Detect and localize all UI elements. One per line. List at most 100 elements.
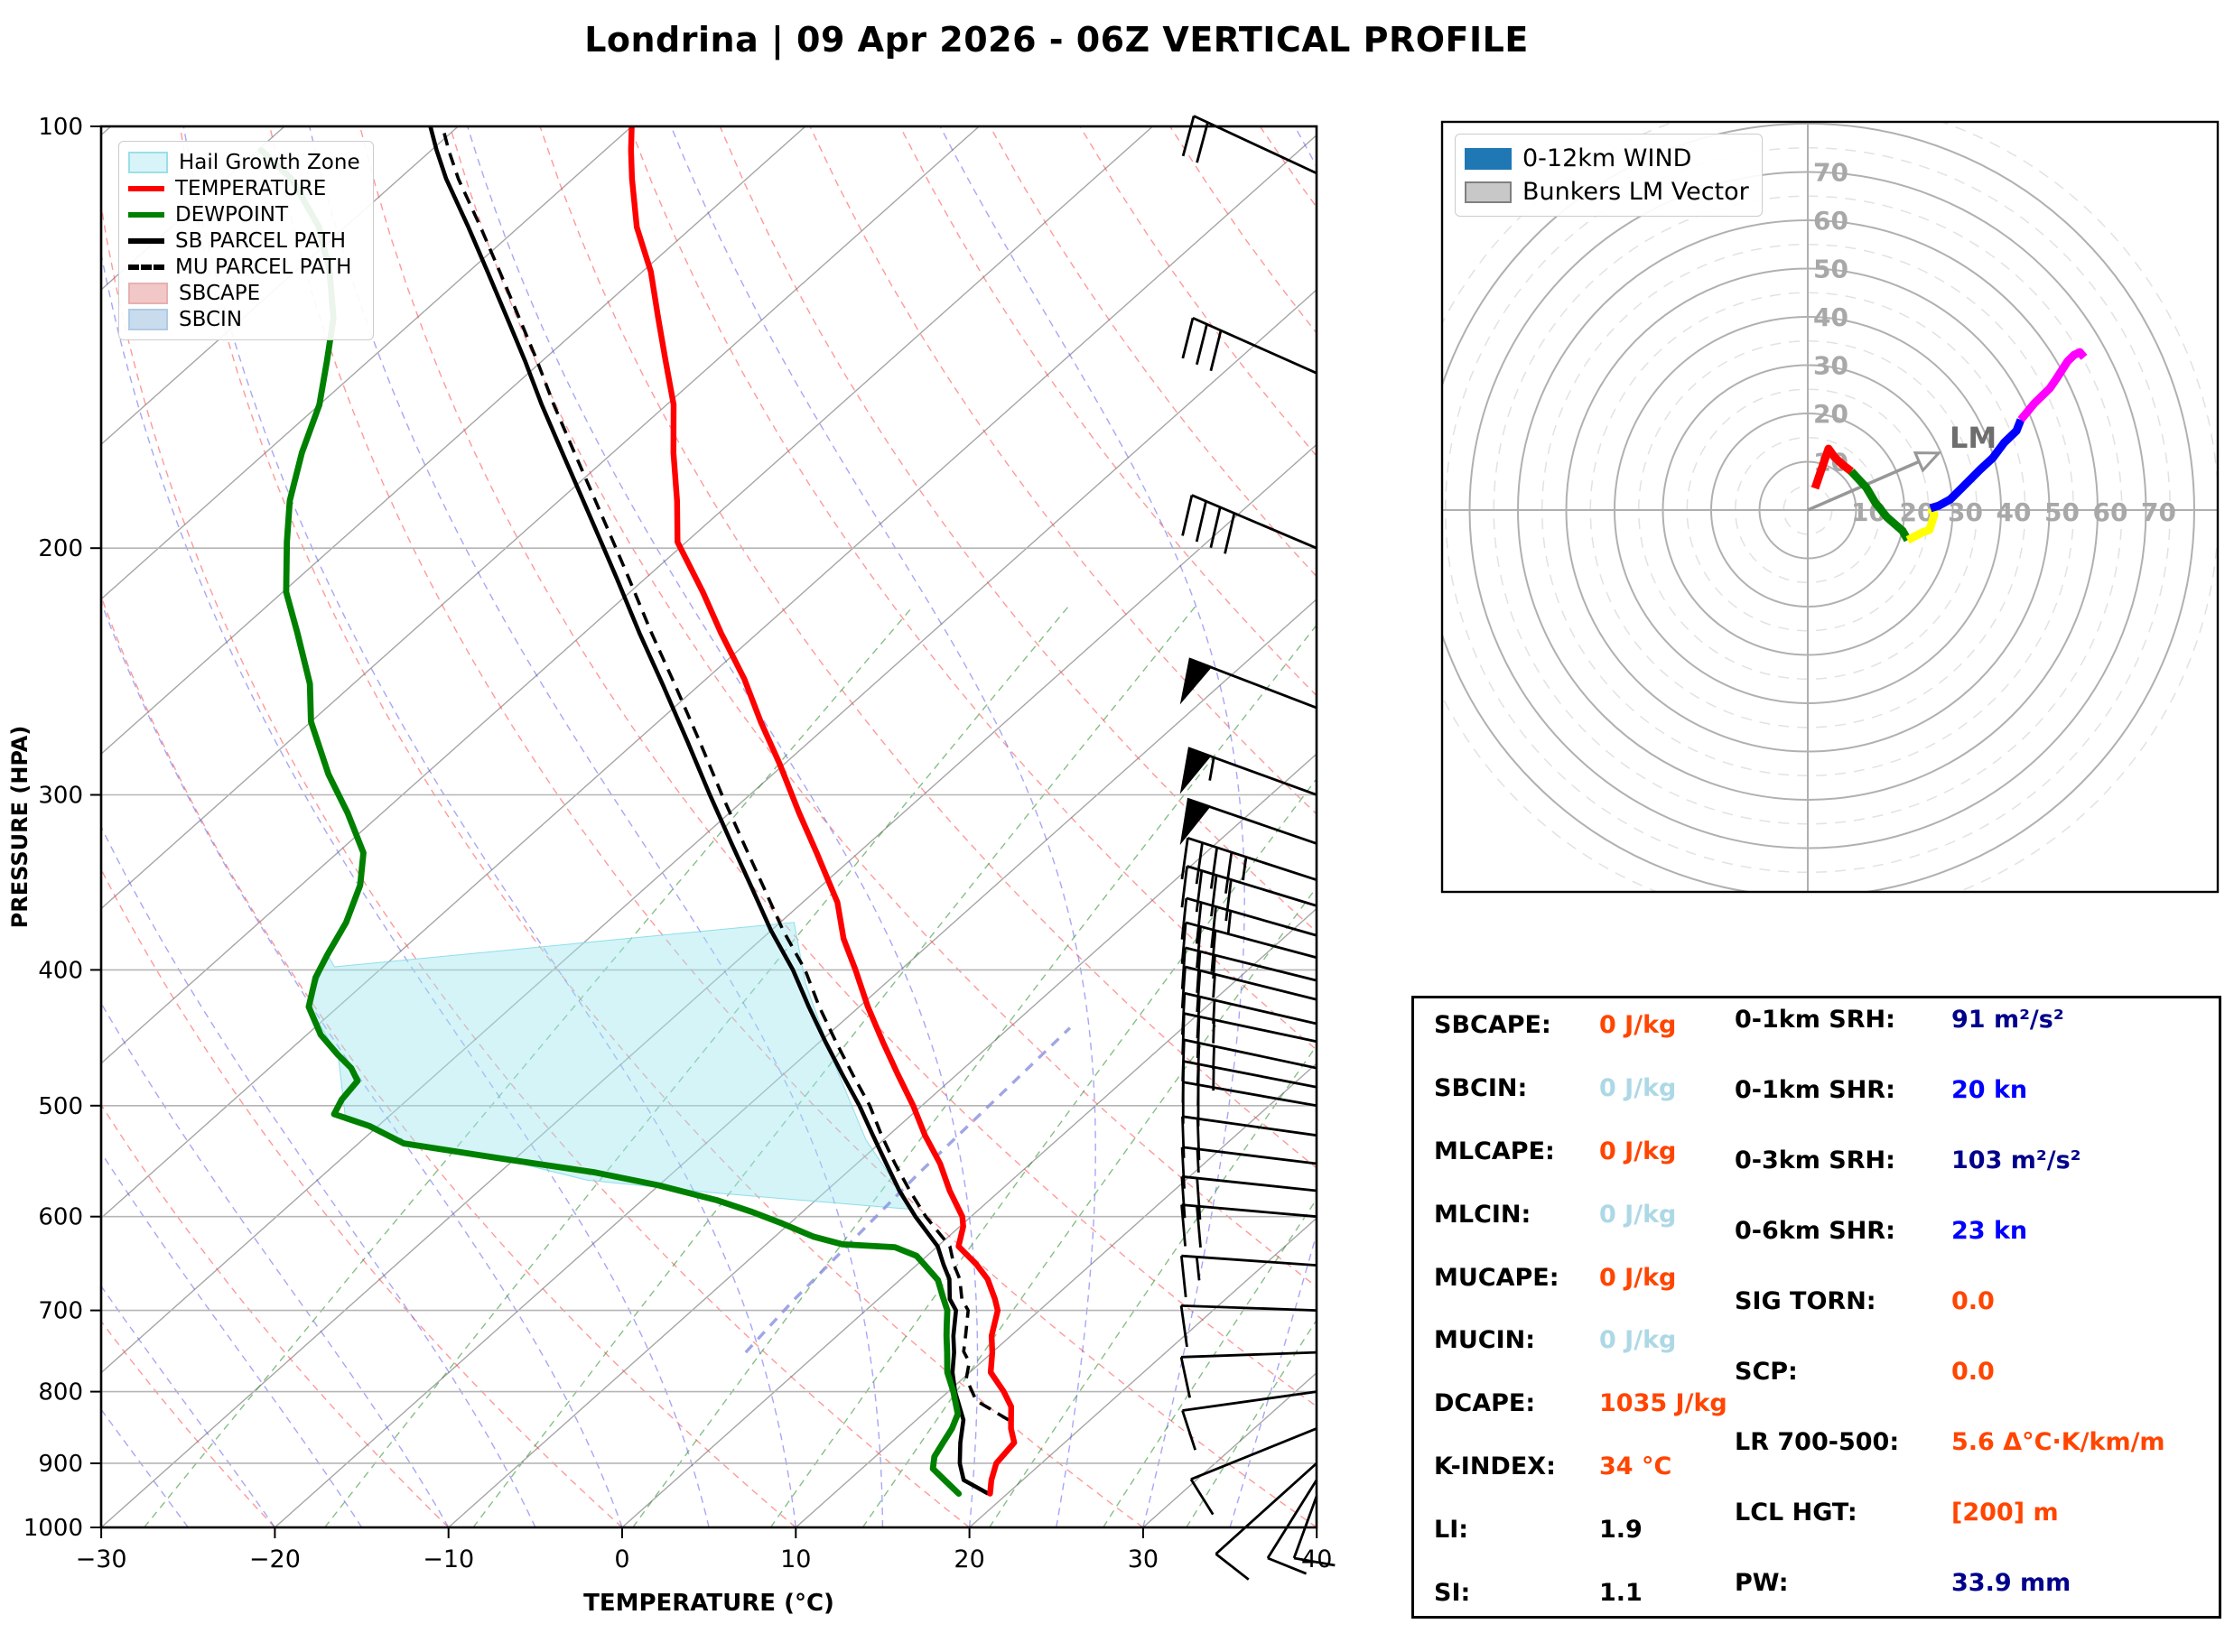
stat-row-mlcape: MLCAPE: 0 J/kg — [1434, 1137, 1822, 1165]
lm-label: LM — [1950, 421, 1997, 455]
stat-row-sbcin: SBCIN: 0 J/kg — [1434, 1074, 1822, 1102]
wind-barb — [1215, 1462, 1317, 1581]
svg-text:60: 60 — [1813, 206, 1848, 236]
stats-column-left: SBCAPE: 0 J/kg SBCIN: 0 J/kg MLCAPE: 0 J/kg ML… — [1434, 1011, 1822, 1607]
wind-barb — [1179, 1304, 1317, 1348]
bunkers-lm-vector-swatch-icon — [1465, 181, 1512, 203]
wind-barb — [1180, 921, 1317, 972]
stat-row-mucin: MUCIN: 0 J/kg — [1434, 1326, 1822, 1354]
stat-label: 0-1km SHR: — [1735, 1076, 1895, 1104]
stat-label: 0-6km SHR: — [1735, 1217, 1895, 1245]
stat-row-li: LI: 1.9 — [1434, 1516, 1822, 1544]
wind-barb — [1180, 965, 1317, 1013]
stat-row-scp: SCP: 0.0 — [1735, 1358, 2213, 1386]
stat-value: 91 m²/s² — [1951, 1006, 2064, 1034]
stat-row-sig-torn: SIG TORN: 0.0 — [1735, 1287, 2213, 1315]
legend-label: 0-12km WIND — [1522, 144, 1692, 172]
stat-row-0-3km-srh: 0-3km SRH: 103 m²/s² — [1735, 1146, 2213, 1174]
svg-text:500: 500 — [38, 1093, 83, 1120]
sb-parcel-path-swatch-icon — [128, 237, 164, 244]
svg-text:−10: −10 — [423, 1545, 474, 1573]
stat-row-dcape: DCAPE: 1035 J/kg — [1434, 1389, 1822, 1417]
stat-value: 1.1 — [1599, 1578, 1643, 1607]
legend-label: DEWPOINT — [175, 202, 288, 227]
wind-barb — [1180, 946, 1317, 993]
wind-barb — [1181, 1060, 1317, 1106]
svg-text:300: 300 — [38, 782, 83, 809]
hodograph-legend: 0-12km WIND Bunkers LM Vector — [1455, 134, 1763, 217]
wind-barb — [1180, 1203, 1317, 1248]
stat-label: SBCIN: — [1434, 1073, 1528, 1102]
wind-barb — [1266, 1479, 1318, 1575]
stat-row-lr-700-500: LR 700-500: 5.6 Δ°C·K/km/m — [1735, 1428, 2213, 1456]
skewt-legend-item-0: Hail Growth Zone — [128, 149, 360, 175]
svg-text:70: 70 — [1813, 158, 1848, 188]
svg-text:40: 40 — [1997, 497, 2032, 527]
wind-barb — [1179, 747, 1317, 796]
wind-barb — [1179, 1254, 1317, 1298]
wind-barb — [1181, 115, 1317, 175]
stat-value: [200] m — [1951, 1499, 2059, 1527]
svg-text:60: 60 — [2093, 497, 2128, 527]
legend-label: MU PARCEL PATH — [175, 255, 352, 279]
stat-label: PW: — [1735, 1569, 1789, 1597]
sbcape-swatch-icon — [128, 282, 168, 304]
wind-barb — [1180, 1174, 1317, 1220]
stat-label: MUCIN: — [1434, 1326, 1536, 1355]
skewt-legend-item-3: SB PARCEL PATH — [128, 227, 360, 254]
wind-barb — [1179, 1350, 1317, 1398]
wind-barb — [1189, 1427, 1317, 1516]
wind-barb — [1179, 797, 1317, 846]
hodograph-trace-0-1km — [1810, 444, 1854, 490]
stat-value: 0.0 — [1951, 1358, 1995, 1386]
stat-row-sbcape: SBCAPE: 0 J/kg — [1434, 1011, 1822, 1039]
stat-value: 0 J/kg — [1599, 1073, 1677, 1102]
svg-text:100: 100 — [38, 114, 83, 141]
svg-text:900: 900 — [38, 1451, 83, 1478]
stat-label: LCL HGT: — [1735, 1499, 1857, 1527]
wind-barb-column — [1179, 115, 1336, 1581]
stat-value: 20 kn — [1951, 1076, 2028, 1104]
hodograph-trace-9-12km — [2017, 348, 2088, 422]
wind-barb — [1181, 1390, 1317, 1451]
stat-row-k-index: K-INDEX: 34 °C — [1434, 1452, 1822, 1480]
svg-text:20: 20 — [954, 1545, 984, 1573]
stat-row-0-1km-shr: 0-1km SHR: 20 kn — [1735, 1076, 2213, 1104]
dewpoint-swatch-icon — [128, 211, 164, 218]
stat-row-lcl-hgt: LCL HGT: [200] m — [1735, 1499, 2213, 1527]
wind-barb — [1181, 991, 1317, 1039]
svg-text:200: 200 — [38, 535, 83, 562]
stat-value: 0 J/kg — [1599, 1326, 1677, 1355]
wind-barb — [1179, 657, 1317, 710]
svg-text:700: 700 — [38, 1298, 83, 1325]
stat-value: 103 m²/s² — [1951, 1146, 2081, 1174]
stat-label: LI: — [1434, 1516, 1469, 1544]
svg-text:30: 30 — [1948, 497, 1983, 527]
stat-label: SI: — [1434, 1578, 1471, 1607]
svg-text:800: 800 — [38, 1379, 83, 1406]
stat-value: 1035 J/kg — [1599, 1389, 1727, 1418]
svg-text:20: 20 — [1813, 399, 1848, 429]
wind-barb — [1181, 1038, 1317, 1085]
legend-label: SB PARCEL PATH — [175, 228, 347, 253]
hodo-legend-item-1: Bunkers LM Vector — [1465, 175, 1749, 209]
svg-text:70: 70 — [2141, 497, 2176, 527]
svg-text:600: 600 — [38, 1204, 83, 1231]
svg-text:30: 30 — [1128, 1545, 1159, 1573]
wind-barb — [1180, 837, 1317, 894]
legend-label: Bunkers LM Vector — [1522, 178, 1749, 206]
sbcin-swatch-icon — [128, 308, 168, 330]
stat-label: MUCAPE: — [1434, 1263, 1559, 1292]
svg-text:40: 40 — [1301, 1545, 1332, 1573]
x-axis-title: TEMPERATURE (°C) — [583, 1590, 834, 1617]
stat-row-0-6km-shr: 0-6km SHR: 23 kn — [1735, 1217, 2213, 1245]
svg-text:0: 0 — [614, 1545, 629, 1573]
svg-text:1000: 1000 — [23, 1515, 83, 1542]
0-12km-wind-swatch-icon — [1465, 147, 1512, 170]
stat-label: DCAPE: — [1434, 1389, 1536, 1418]
mu-parcel-path-swatch-icon — [128, 264, 164, 270]
skewt-legend-item-6: SBCIN — [128, 306, 360, 332]
